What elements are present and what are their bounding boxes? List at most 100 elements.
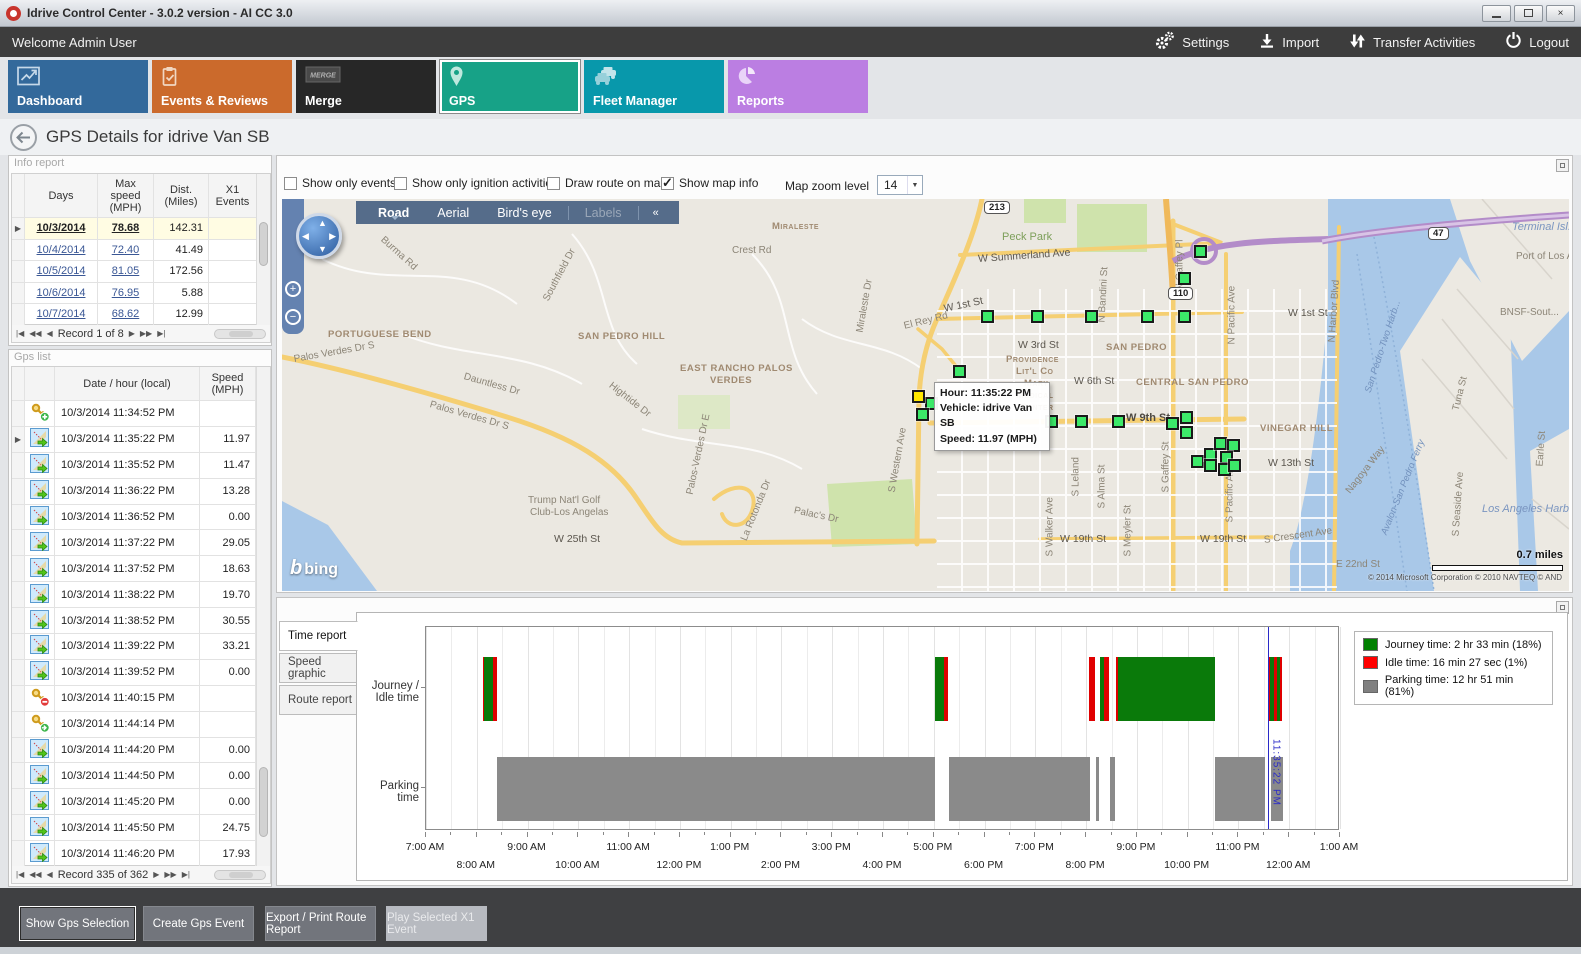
gps-marker[interactable] bbox=[1178, 310, 1191, 323]
tab-route-report[interactable]: Route report bbox=[279, 685, 357, 715]
gps-list-row[interactable]: 10/3/2014 11:39:22 PM 33.21 bbox=[12, 634, 270, 660]
info-col-header[interactable]: Days bbox=[25, 174, 98, 217]
gps-list-row[interactable]: 10/3/2014 11:39:52 PM 0.00 bbox=[12, 659, 270, 686]
gps-marker[interactable] bbox=[1214, 437, 1227, 450]
checkbox-icon[interactable] bbox=[661, 175, 674, 191]
pager-last[interactable]: ▶| bbox=[157, 329, 166, 338]
close-button[interactable]: × bbox=[1546, 4, 1575, 22]
gps-marker[interactable] bbox=[1227, 439, 1240, 452]
chart-panel-collapse-button[interactable] bbox=[1556, 601, 1569, 614]
gps-marker[interactable] bbox=[1228, 459, 1241, 472]
gps-list-pager[interactable]: |◀ ◀◀ ◀ Record 335 of 362 ▶ ▶▶ ▶| bbox=[11, 866, 271, 884]
footer-button-show-gps-selection[interactable]: Show Gps Selection bbox=[19, 906, 136, 941]
pager-prev[interactable]: ◀ bbox=[46, 329, 53, 338]
gps-col-header[interactable]: Speed (MPH) bbox=[200, 367, 256, 400]
day-link[interactable]: 10/4/2014 bbox=[36, 243, 86, 256]
pager-next-page[interactable]: ▶▶ bbox=[139, 329, 153, 338]
gps-list-row[interactable]: 10/3/2014 11:37:52 PM 18.63 bbox=[12, 556, 270, 583]
option-draw-route-on-map[interactable]: Draw route on map bbox=[547, 176, 667, 190]
option-show-only-events[interactable]: Show only events bbox=[284, 176, 396, 190]
pager-next[interactable]: ▶ bbox=[153, 870, 160, 879]
gps-marker[interactable] bbox=[916, 408, 929, 421]
nav-tile-fleet-manager[interactable]: Fleet Manager bbox=[584, 60, 724, 113]
gps-list-row[interactable]: 10/3/2014 11:35:52 PM 11.47 bbox=[12, 452, 270, 479]
info-report-row[interactable]: 10/7/2014 68.62 12.99 bbox=[12, 304, 270, 326]
gps-marker[interactable] bbox=[1112, 415, 1125, 428]
pager-next[interactable]: ▶ bbox=[128, 329, 135, 338]
info-hscrollbar[interactable] bbox=[214, 328, 266, 339]
gps-list-row[interactable]: 10/3/2014 11:37:22 PM 29.05 bbox=[12, 530, 270, 557]
gps-list-row[interactable]: 10/3/2014 11:36:52 PM 0.00 bbox=[12, 504, 270, 531]
gps-list-row[interactable]: 10/3/2014 11:44:50 PM 0.00 bbox=[12, 763, 270, 790]
gps-vscrollbar[interactable] bbox=[256, 367, 270, 866]
gps-list-row[interactable]: 10/3/2014 11:38:52 PM 30.55 bbox=[12, 608, 270, 635]
map-style-bird-s-eye[interactable]: Bird's eye bbox=[497, 205, 552, 220]
nav-tile-merge[interactable]: MERGE Merge bbox=[296, 60, 436, 113]
gps-marker[interactable] bbox=[1194, 245, 1207, 258]
minimize-button[interactable] bbox=[1482, 4, 1511, 22]
info-report-row[interactable]: 10/6/2014 76.95 5.88 bbox=[12, 282, 270, 304]
gps-marker[interactable] bbox=[1085, 310, 1098, 323]
gps-list-row[interactable]: 10/3/2014 11:34:52 PM bbox=[12, 401, 270, 427]
menu-import[interactable]: Import bbox=[1259, 33, 1319, 52]
gps-marker[interactable] bbox=[1191, 455, 1204, 468]
day-link[interactable]: 10/5/2014 bbox=[36, 265, 86, 278]
option-show-map-info[interactable]: Show map info bbox=[661, 175, 758, 191]
tab-time-report[interactable]: Time report bbox=[279, 621, 358, 651]
gps-marker[interactable] bbox=[1204, 459, 1217, 472]
gps-col-header[interactable]: Date / hour (local) bbox=[55, 367, 200, 400]
max-speed-link[interactable]: 68.62 bbox=[111, 308, 140, 321]
gps-list-row[interactable]: 10/3/2014 11:44:20 PM 0.00 bbox=[12, 737, 270, 764]
menu-settings[interactable]: Settings bbox=[1153, 31, 1229, 53]
map-panel-collapse-button[interactable] bbox=[1556, 159, 1569, 172]
gps-marker[interactable] bbox=[1031, 310, 1044, 323]
gps-list-row[interactable]: 10/3/2014 11:45:50 PM 24.75 bbox=[12, 815, 270, 842]
checkbox-icon[interactable] bbox=[547, 176, 560, 190]
checkbox-icon[interactable] bbox=[284, 176, 297, 190]
day-link[interactable]: 10/3/2014 bbox=[36, 222, 86, 235]
maximize-button[interactable] bbox=[1514, 4, 1543, 22]
info-report-row[interactable]: 10/4/2014 72.40 41.49 bbox=[12, 239, 270, 261]
nav-tile-events-reviews[interactable]: Events & Reviews bbox=[152, 60, 292, 113]
map-pan-compass[interactable]: ▲ ▼ ◀ ▶ bbox=[296, 213, 342, 259]
bing-map[interactable]: Miraleste Miraleste Dr Crest Rd Burma Rd Sou… bbox=[282, 199, 1569, 591]
menu-transfer-activities[interactable]: Transfer Activities bbox=[1349, 33, 1475, 52]
gps-marker[interactable] bbox=[953, 365, 966, 378]
map-toolbar-collapse-button[interactable]: « bbox=[652, 206, 659, 219]
info-col-header[interactable]: Dist. (Miles) bbox=[154, 174, 209, 217]
max-speed-link[interactable]: 78.68 bbox=[111, 222, 140, 235]
nav-tile-gps[interactable]: GPS bbox=[439, 59, 581, 114]
pager-prev-page[interactable]: ◀◀ bbox=[29, 329, 42, 338]
info-report-row[interactable]: ▶ 10/3/2014 78.68 142.31 bbox=[12, 218, 270, 240]
gps-list-row[interactable]: 10/3/2014 11:44:14 PM bbox=[12, 711, 270, 738]
gps-list-row[interactable]: ▶ 10/3/2014 11:35:22 PM 11.97 bbox=[12, 426, 270, 453]
gps-marker[interactable] bbox=[1178, 272, 1191, 285]
day-link[interactable]: 10/7/2014 bbox=[36, 308, 86, 321]
footer-button-create-gps-event[interactable]: Create Gps Event bbox=[143, 906, 254, 941]
max-speed-link[interactable]: 72.40 bbox=[111, 243, 140, 256]
gps-marker[interactable] bbox=[1075, 415, 1088, 428]
pager-prev[interactable]: ◀ bbox=[46, 870, 53, 879]
pager-first[interactable]: |◀ bbox=[16, 329, 25, 338]
gps-marker[interactable] bbox=[1141, 310, 1154, 323]
map-style-road[interactable]: Road bbox=[366, 206, 421, 220]
max-speed-link[interactable]: 81.05 bbox=[111, 265, 140, 278]
info-col-header[interactable]: X1 Events bbox=[209, 174, 257, 217]
gps-hscrollbar[interactable] bbox=[214, 869, 266, 880]
map-zoom-level-select[interactable]: 14 ▼ bbox=[877, 175, 923, 195]
gps-marker[interactable] bbox=[981, 310, 994, 323]
day-link[interactable]: 10/6/2014 bbox=[36, 286, 86, 299]
menu-logout[interactable]: Logout bbox=[1505, 32, 1569, 52]
option-show-only-ignition-activities[interactable]: Show only ignition activities bbox=[394, 176, 558, 190]
gps-marker[interactable] bbox=[1180, 426, 1193, 439]
map-style-aerial[interactable]: Aerial bbox=[437, 205, 470, 220]
gps-list-row[interactable]: 10/3/2014 11:46:20 PM 17.93 bbox=[12, 841, 270, 868]
map-zoom-out-button[interactable]: − bbox=[285, 309, 301, 325]
pager-prev-page[interactable]: ◀◀ bbox=[29, 870, 42, 879]
gps-marker[interactable] bbox=[1166, 417, 1179, 430]
gps-marker-selected[interactable] bbox=[912, 390, 925, 403]
back-button[interactable] bbox=[10, 123, 37, 151]
footer-button-export-print-route-report[interactable]: Export / Print Route Report bbox=[265, 906, 376, 941]
gps-list-row[interactable]: 10/3/2014 11:40:15 PM bbox=[12, 685, 270, 712]
gps-list-row[interactable]: 10/3/2014 11:36:22 PM 13.28 bbox=[12, 478, 270, 505]
